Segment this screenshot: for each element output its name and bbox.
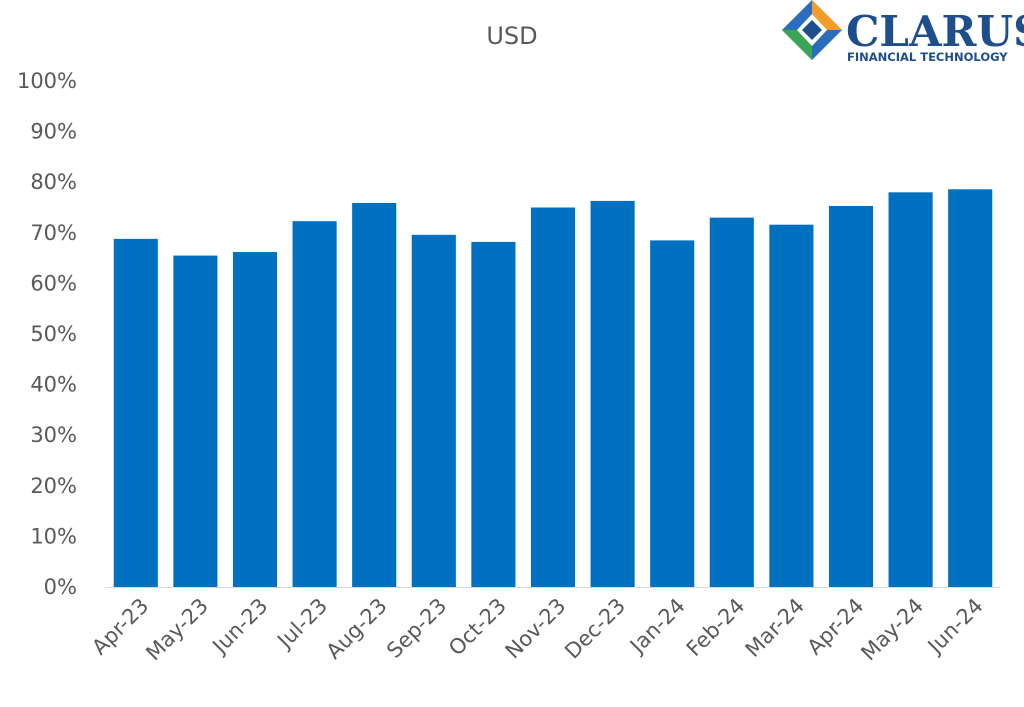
y-tick-label: 100% — [17, 69, 77, 93]
bar — [888, 192, 933, 587]
bar — [292, 221, 337, 588]
x-tick-label: Feb-24 — [682, 594, 750, 662]
chart-title: USD — [486, 22, 537, 50]
x-tick-label: Jun-23 — [207, 594, 273, 660]
bar — [650, 240, 695, 587]
bar — [352, 202, 397, 588]
y-tick-label: 30% — [30, 423, 77, 447]
x-tick-label: Dec-23 — [560, 594, 630, 664]
x-tick-label: May-23 — [141, 594, 213, 666]
logo-tagline: FINANCIAL TECHNOLOGY — [847, 50, 1008, 64]
bar — [828, 205, 874, 587]
bar — [232, 252, 278, 587]
bar — [709, 217, 754, 587]
y-tick-label: 70% — [30, 221, 77, 245]
logo-diamond-icon — [782, 0, 842, 60]
bar — [769, 224, 814, 588]
y-tick-label: 0% — [44, 575, 77, 599]
bar — [530, 207, 576, 587]
y-axis-ticks: 0% 10% 20% 30% 40% 50% 60% 70% 80% 90% 100% — [17, 69, 77, 599]
y-tick-label: 60% — [30, 271, 77, 295]
x-tick-label: May-24 — [856, 594, 928, 666]
x-tick-label: Jun-24 — [922, 594, 988, 660]
bar — [948, 189, 993, 587]
bar — [173, 255, 218, 587]
x-tick-label: Mar-24 — [741, 594, 809, 662]
logo-wordmark: CLARUS — [846, 7, 1024, 56]
x-tick-label: Oct-23 — [444, 594, 511, 661]
bar — [471, 241, 516, 587]
bar — [113, 238, 158, 587]
y-tick-label: 90% — [30, 120, 77, 144]
x-tick-label: Nov-23 — [501, 594, 571, 664]
y-tick-label: 50% — [30, 322, 77, 346]
x-tick-label: Jan-24 — [624, 594, 690, 660]
clarus-logo: CLARUS FINANCIAL TECHNOLOGY — [782, 0, 1024, 64]
y-tick-label: 10% — [30, 524, 77, 548]
y-tick-label: 80% — [30, 170, 77, 194]
y-tick-label: 20% — [30, 474, 77, 498]
bar — [411, 234, 456, 587]
y-tick-label: 40% — [30, 373, 77, 397]
bar-series — [113, 189, 993, 588]
x-tick-label: Sep-23 — [382, 594, 451, 663]
bar — [590, 200, 635, 587]
x-tick-label: Aug-23 — [322, 594, 392, 664]
